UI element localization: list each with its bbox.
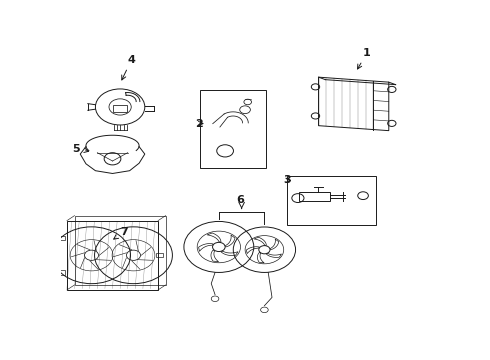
- Text: 1: 1: [358, 48, 371, 69]
- Text: 7: 7: [114, 227, 128, 239]
- Text: 2: 2: [195, 118, 203, 129]
- Bar: [113, 105, 127, 112]
- Bar: [156, 253, 163, 257]
- Bar: [59, 270, 66, 275]
- Bar: [59, 236, 66, 240]
- Text: 3: 3: [283, 175, 291, 185]
- Text: 5: 5: [73, 144, 89, 153]
- Text: 4: 4: [122, 55, 135, 80]
- Text: 6: 6: [237, 195, 245, 205]
